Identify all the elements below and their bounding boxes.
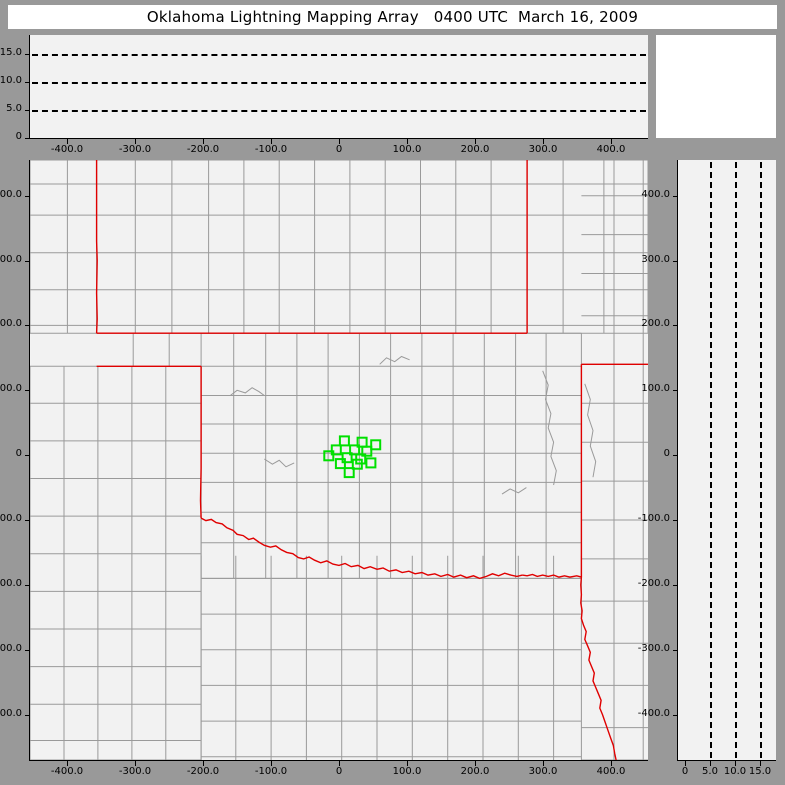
state-border-ar-la-tail (580, 577, 617, 760)
top-panel-x-tick (543, 139, 544, 144)
right-panel-y-label: 0 (663, 448, 670, 459)
map-geometry (30, 160, 648, 760)
county-line-detail (501, 487, 527, 495)
top-panel-x-label: -200.0 (186, 144, 220, 155)
lightning-source-marker (365, 457, 377, 469)
lightning-source-marker (370, 439, 382, 451)
lightning-source-marker (361, 445, 373, 457)
right-panel-x-label: 15.0 (748, 766, 772, 777)
right-panel-x-tick (710, 761, 711, 766)
top-panel-y-label: 0 (15, 131, 22, 142)
top-panel-y-tick (25, 138, 30, 139)
lightning-source-markers (323, 435, 382, 479)
state-border-100th-meridian (199, 366, 202, 519)
top-panel-x-label: -300.0 (118, 144, 152, 155)
map-y-label: 0 (15, 448, 22, 459)
top-panel-y-label: 10.0 (0, 75, 22, 86)
map-x-label: -200.0 (186, 766, 220, 777)
lightning-source-marker (351, 458, 363, 470)
top-panel-y-label: 5.0 (6, 103, 22, 114)
top-panel-x-label: 0 (335, 144, 343, 155)
map-x-label: 400.0 (596, 766, 626, 777)
map-y-label: -300.0 (0, 643, 22, 654)
histogram-panel[interactable] (656, 35, 776, 138)
top-panel-x-label: 300.0 (528, 144, 558, 155)
map-y-label: 100.0 (0, 383, 22, 394)
lightning-source-marker (338, 435, 350, 447)
right-panel-x-spine (677, 760, 776, 761)
map-x-tick (203, 761, 204, 766)
top-panel-x-tick (203, 139, 204, 144)
top-panel-x-spine (29, 138, 648, 139)
top-panel-x-label: -400.0 (50, 144, 84, 155)
top-panel-x-tick (67, 139, 68, 144)
state-border-west-panhandle (95, 160, 98, 334)
top-panel-x-label: 400.0 (596, 144, 626, 155)
map-x-tick (543, 761, 544, 766)
map-x-tick (475, 761, 476, 766)
map-x-tick (611, 761, 612, 766)
lightning-source-marker (349, 444, 361, 456)
map-y-label: 300.0 (0, 254, 22, 265)
top-panel-y-label: 15.0 (0, 47, 22, 58)
plan-view-map[interactable] (30, 160, 648, 760)
lightning-source-marker (330, 444, 342, 456)
lightning-source-marker (341, 452, 353, 464)
right-panel-x-tick (735, 761, 736, 766)
top-panel-x-label: 200.0 (460, 144, 490, 155)
right-panel-x-label: 10.0 (723, 766, 747, 777)
map-x-label: -300.0 (118, 766, 152, 777)
map-y-label: 200.0 (0, 318, 22, 329)
top-panel-x-tick (475, 139, 476, 144)
map-x-label: -400.0 (50, 766, 84, 777)
right-panel-x-label: 0 (681, 766, 689, 777)
top-panel-x-label: -100.0 (254, 144, 288, 155)
county-line-detail (229, 387, 265, 396)
county-line-river (584, 383, 597, 478)
map-x-tick (339, 761, 340, 766)
right-panel-x-tick (685, 761, 686, 766)
map-x-label: 300.0 (528, 766, 558, 777)
map-x-tick (135, 761, 136, 766)
map-x-spine (29, 760, 648, 761)
time-height-panel[interactable] (30, 35, 648, 138)
map-y-label: 400.0 (0, 189, 22, 200)
lightning-source-marker (323, 450, 335, 462)
top-panel-x-tick (407, 139, 408, 144)
top-panel-x-tick (271, 139, 272, 144)
map-y-label: -400.0 (0, 708, 22, 719)
map-x-label: 200.0 (460, 766, 490, 777)
map-x-tick (67, 761, 68, 766)
county-line-detail (379, 355, 410, 365)
top-panel-x-tick (611, 139, 612, 144)
map-x-tick (271, 761, 272, 766)
lightning-source-marker (343, 467, 355, 479)
right-panel-x-label: 5.0 (702, 766, 718, 777)
county-borders (30, 160, 648, 760)
right-panel-x-tick (760, 761, 761, 766)
top-panel-x-tick (339, 139, 340, 144)
map-x-label: 0 (335, 766, 343, 777)
state-border-red-river (200, 517, 523, 580)
map-x-label: 100.0 (392, 766, 422, 777)
county-line-detail (264, 458, 295, 468)
top-panel-x-label: 100.0 (392, 144, 422, 155)
map-x-tick (407, 761, 408, 766)
page-title: Oklahoma Lightning Mapping Array 0400 UT… (146, 8, 639, 26)
height-east-panel[interactable] (678, 160, 776, 760)
lightning-source-marker (334, 458, 346, 470)
map-y-label: -100.0 (0, 513, 22, 524)
state-border-red-river-east (522, 573, 582, 578)
title-bar: Oklahoma Lightning Mapping Array 0400 UT… (8, 5, 777, 29)
top-panel-x-tick (135, 139, 136, 144)
map-x-label: -100.0 (254, 766, 288, 777)
state-borders (95, 160, 648, 760)
map-y-label: -200.0 (0, 578, 22, 589)
county-line-river (542, 370, 557, 486)
